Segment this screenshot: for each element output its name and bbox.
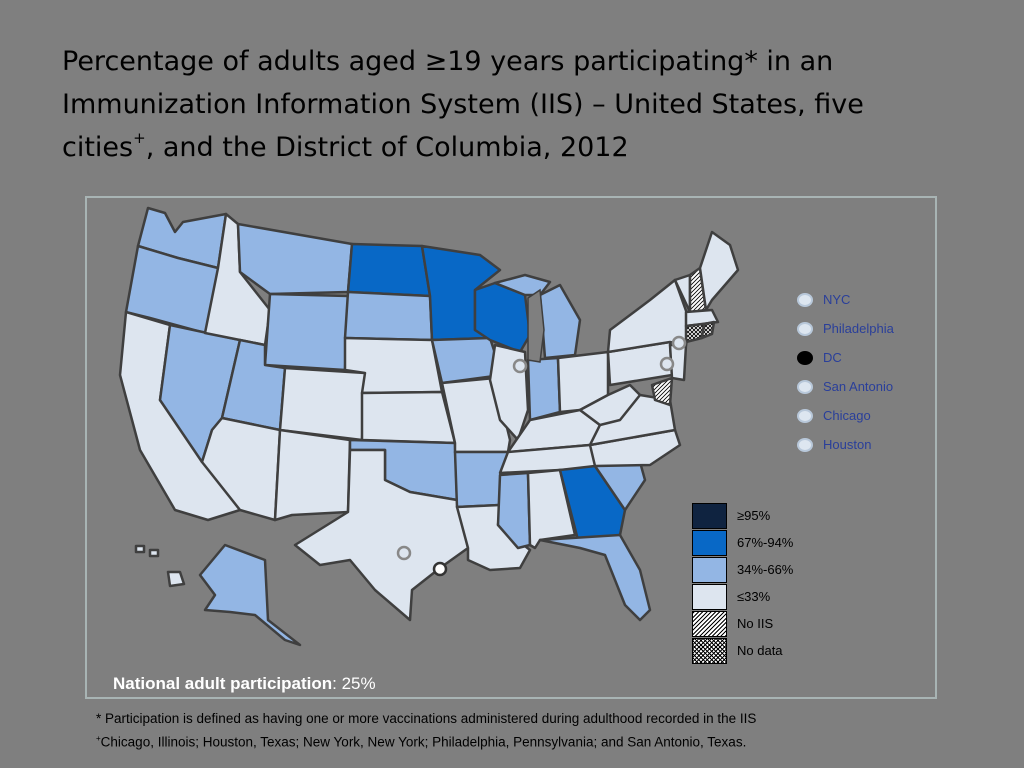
city-legend-item: San Antonio (797, 372, 894, 401)
state-maryland (650, 376, 674, 407)
city-dot-icon (797, 408, 813, 423)
city-legend-item: NYC (797, 285, 894, 314)
national-participation: National adult participation: 25% (113, 674, 376, 694)
city-legend-item: Philadelphia (797, 314, 894, 343)
state-maine (698, 230, 740, 312)
state-connecticut (684, 322, 706, 344)
state-wyoming (263, 292, 350, 372)
city-label: NYC (823, 292, 851, 307)
city-dot-icon (797, 292, 813, 307)
legend-item: No IIS (692, 610, 793, 637)
category-legend: ≥95% 67%-94% 34%-66% ≤33% No IIS No data (692, 502, 793, 664)
city-dot-icon (797, 437, 813, 452)
legend-label: 67%-94% (737, 535, 794, 550)
state-michigan-up (493, 273, 552, 297)
city-dot-icon (797, 350, 813, 365)
legend-label: ≤33% (737, 589, 771, 604)
marker-chicago (512, 358, 528, 374)
marker-houston (432, 561, 448, 577)
legend-item: No data (692, 637, 793, 664)
state-georgia (558, 464, 627, 542)
legend-swatch (692, 583, 727, 610)
title-sup: + (133, 129, 146, 147)
city-markers (396, 335, 687, 577)
national-label: National adult participation (113, 674, 333, 693)
state-hawaii-2 (148, 548, 160, 558)
state-colorado (278, 366, 367, 442)
marker-philadelphia (659, 356, 675, 372)
state-michigan (538, 283, 582, 360)
city-label: San Antonio (823, 379, 894, 394)
city-legend: NYC Philadelphia DC San Antonio Chicago … (797, 285, 894, 459)
state-texas (293, 448, 470, 622)
state-northdakota (346, 242, 432, 298)
state-mississippi (496, 471, 532, 550)
map-frame (85, 196, 937, 699)
legend-item: ≥95% (692, 502, 793, 529)
state-alaska (198, 543, 302, 647)
state-hawaii-3 (134, 544, 146, 554)
legend-swatch (692, 502, 727, 529)
title-text-1: Percentage of adults aged ≥19 years part… (62, 46, 864, 163)
footnote-star: * Participation is defined as having one… (96, 711, 757, 726)
footnote-plus-mark: + (96, 734, 101, 743)
title-text-2: , and the District of Columbia, 2012 (145, 132, 629, 163)
legend-swatch (692, 637, 727, 664)
city-legend-item: Chicago (797, 401, 894, 430)
state-florida (538, 533, 652, 622)
legend-item: 67%-94% (692, 529, 793, 556)
footnotes: * Participation is defined as having one… (96, 709, 756, 753)
state-hawaii-1 (166, 570, 186, 588)
city-dot-icon (797, 321, 813, 336)
marker-nyc (671, 335, 687, 351)
marker-sanantonio (396, 545, 412, 561)
state-southdakota (343, 290, 434, 342)
city-legend-item: DC (797, 343, 894, 372)
legend-label: 34%-66% (737, 562, 794, 577)
legend-label: ≥95% (737, 508, 771, 523)
lake-michigan (527, 288, 545, 363)
footnote-plus-line: +Chicago, Illinois; Houston, Texas; New … (96, 729, 756, 753)
city-legend-item: Houston (797, 430, 894, 459)
legend-swatch (692, 610, 727, 637)
city-label: Chicago (823, 408, 871, 423)
legend-swatch (692, 529, 727, 556)
legend-label: No data (737, 643, 783, 658)
state-kansas (360, 390, 457, 445)
state-newmexico (273, 428, 352, 522)
legend-label: No IIS (737, 616, 774, 631)
legend-swatch (692, 556, 727, 583)
city-label: Houston (823, 437, 872, 452)
city-label: Philadelphia (823, 321, 894, 336)
state-indiana (526, 356, 562, 422)
page-title: Percentage of adults aged ≥19 years part… (62, 40, 962, 169)
state-montana (236, 222, 354, 296)
legend-item: ≤33% (692, 583, 793, 610)
footnote-plus: Chicago, Illinois; Houston, Texas; New Y… (100, 734, 747, 750)
national-value: : 25% (332, 674, 376, 693)
state-westvirginia (578, 383, 642, 427)
city-dot-icon (797, 379, 813, 394)
city-label: DC (823, 350, 842, 365)
legend-item: 34%-66% (692, 556, 793, 583)
state-rhodeisland (700, 320, 716, 340)
